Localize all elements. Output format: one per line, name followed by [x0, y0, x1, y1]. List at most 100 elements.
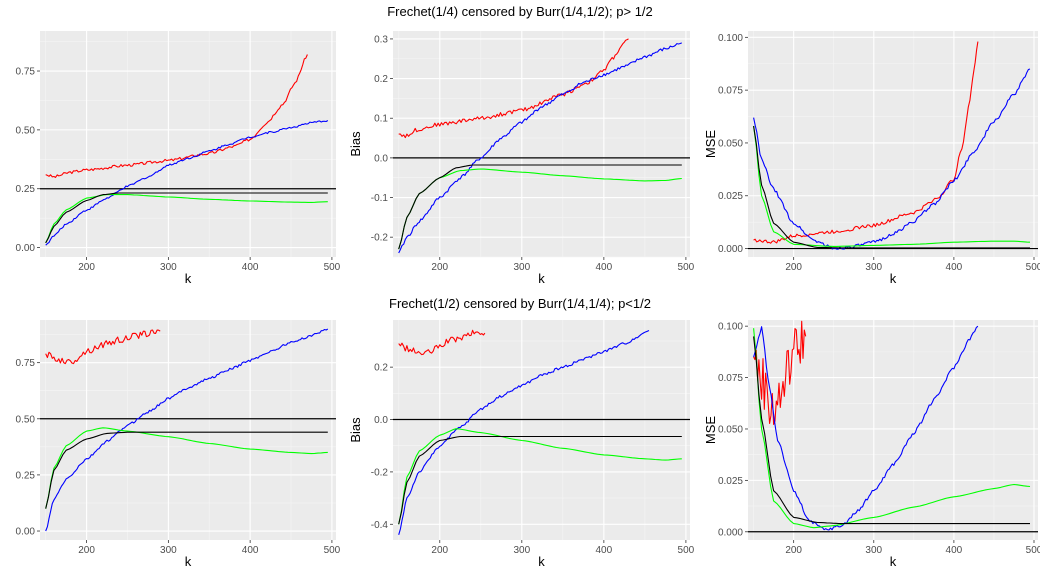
x-tick-label: 500: [678, 262, 695, 273]
x-axis-title: k: [538, 554, 545, 569]
x-tick-label: 400: [242, 262, 259, 273]
panel-background: [748, 320, 1038, 540]
series-line-black: [398, 435, 682, 525]
row-title-bottom: Frechet(1/2) censored by Burr(1/4,1/4); …: [389, 296, 651, 311]
series-line-black: [45, 192, 328, 244]
x-tick-label: 500: [678, 545, 695, 556]
y-axis-title: Bias: [348, 131, 363, 157]
series-line-red: [398, 329, 486, 356]
y-tick-label: 0.075: [718, 86, 743, 97]
y-tick-label: 0.050: [718, 138, 743, 149]
x-axis-title: k: [185, 554, 192, 569]
y-tick-label: 0.025: [718, 476, 743, 487]
series-group: [45, 54, 329, 246]
series-line-green: [753, 125, 1031, 247]
y-tick-label: 0.075: [718, 373, 743, 384]
x-tick-label: 500: [1026, 262, 1040, 273]
y-tick-label: 0.50: [16, 414, 36, 425]
series-group: [398, 329, 682, 535]
panel-0-0: 0.00 0.25 0.50 0.75 200 300 400 500 k: [16, 31, 341, 286]
x-tick-label: 300: [865, 262, 882, 273]
y-tick-label: -0.2: [371, 233, 389, 244]
y-tick-label: 0.2: [374, 363, 388, 374]
x-tick-label: 300: [513, 262, 530, 273]
y-tick-label: 0.25: [16, 470, 36, 481]
x-tick-label: 500: [324, 545, 341, 556]
y-tick-label: 0.050: [718, 424, 743, 435]
panel-background: [40, 31, 336, 257]
series-line-black: [398, 164, 682, 250]
series-line-green: [398, 168, 682, 250]
series-line-blue: [45, 328, 329, 532]
series-line-blue: [753, 325, 979, 531]
series-line-red: [45, 329, 161, 365]
x-tick-label: 200: [78, 545, 95, 556]
series-line-green: [753, 328, 1031, 529]
panel-background: [748, 31, 1038, 257]
series-group: [45, 328, 329, 532]
x-tick-label: 200: [785, 262, 802, 273]
panel-1-0: 0.00 0.25 0.50 0.75 200 300 400 500 k: [16, 320, 341, 569]
y-tick-label: 0.000: [718, 527, 743, 538]
x-tick-label: 400: [596, 545, 613, 556]
panel-background: [40, 320, 336, 540]
x-tick-label: 300: [513, 545, 530, 556]
y-tick-label: -0.1: [371, 193, 389, 204]
panel-1-1: -0.4 -0.2 0.0 0.2 200 300 400 500 k Bias: [348, 320, 695, 569]
y-tick-label: 0.50: [16, 125, 36, 136]
y-tick-label: 0.75: [16, 358, 36, 369]
y-tick-label: 0.0: [374, 415, 388, 426]
x-tick-label: 300: [160, 545, 177, 556]
series-line-red: [45, 54, 308, 178]
y-tick-label: 0.100: [718, 322, 743, 333]
series-line-green: [45, 427, 328, 509]
x-tick-label: 200: [78, 262, 95, 273]
panel-background: [393, 320, 690, 540]
x-axis-title: k: [185, 271, 192, 286]
y-tick-label: 0.00: [16, 243, 36, 254]
series-line-black: [753, 125, 1030, 249]
series-line-blue: [398, 42, 682, 254]
x-tick-label: 300: [160, 262, 177, 273]
row-title-top: Frechet(1/4) censored by Burr(1/4,1/2); …: [387, 4, 653, 19]
series-line-black: [45, 431, 328, 509]
y-tick-label: -0.4: [371, 520, 389, 531]
panel-0-2: 0.000 0.025 0.050 0.075 0.100 200 300 400 500 k MS…: [703, 31, 1040, 286]
y-tick-label: 0.2: [374, 74, 388, 85]
y-tick-label: 0.75: [16, 67, 36, 78]
panel-1-2: 0.000 0.025 0.050 0.075 0.100 200 300 400 500 k MS…: [703, 320, 1040, 569]
y-tick-label: 0.000: [718, 244, 743, 255]
series-line-blue: [398, 330, 650, 535]
x-tick-label: 300: [865, 545, 882, 556]
x-tick-label: 400: [596, 262, 613, 273]
x-tick-label: 200: [431, 545, 448, 556]
y-tick-label: 0.00: [16, 527, 36, 538]
y-axis-title: Bias: [348, 417, 363, 443]
series-line-blue: [45, 120, 329, 246]
x-axis-title: k: [890, 554, 897, 569]
x-axis-title: k: [538, 271, 545, 286]
x-tick-label: 400: [242, 545, 259, 556]
y-axis-title: MSE: [703, 416, 718, 445]
y-tick-label: 0.100: [718, 33, 743, 44]
series-group: [398, 38, 682, 254]
x-tick-label: 500: [324, 262, 341, 273]
x-tick-label: 500: [1026, 545, 1040, 556]
series-group: [753, 41, 1031, 250]
y-tick-label: -0.2: [371, 467, 389, 478]
y-tick-label: 0.25: [16, 184, 36, 195]
series-line-red: [398, 38, 629, 139]
y-tick-label: 0.1: [374, 114, 388, 125]
x-tick-label: 400: [946, 545, 963, 556]
series-line-red: [753, 320, 807, 425]
series-line-green: [398, 428, 682, 525]
series-line-blue: [753, 68, 1031, 250]
y-tick-label: 0.3: [374, 34, 388, 45]
panel-0-1: -0.2 -0.1 0.0 0.1 0.2 0.3 200 300 400 500 k Bias: [348, 31, 695, 286]
series-group: [753, 320, 1031, 531]
y-axis-title: MSE: [703, 130, 718, 159]
x-tick-label: 400: [946, 262, 963, 273]
x-tick-label: 200: [785, 545, 802, 556]
